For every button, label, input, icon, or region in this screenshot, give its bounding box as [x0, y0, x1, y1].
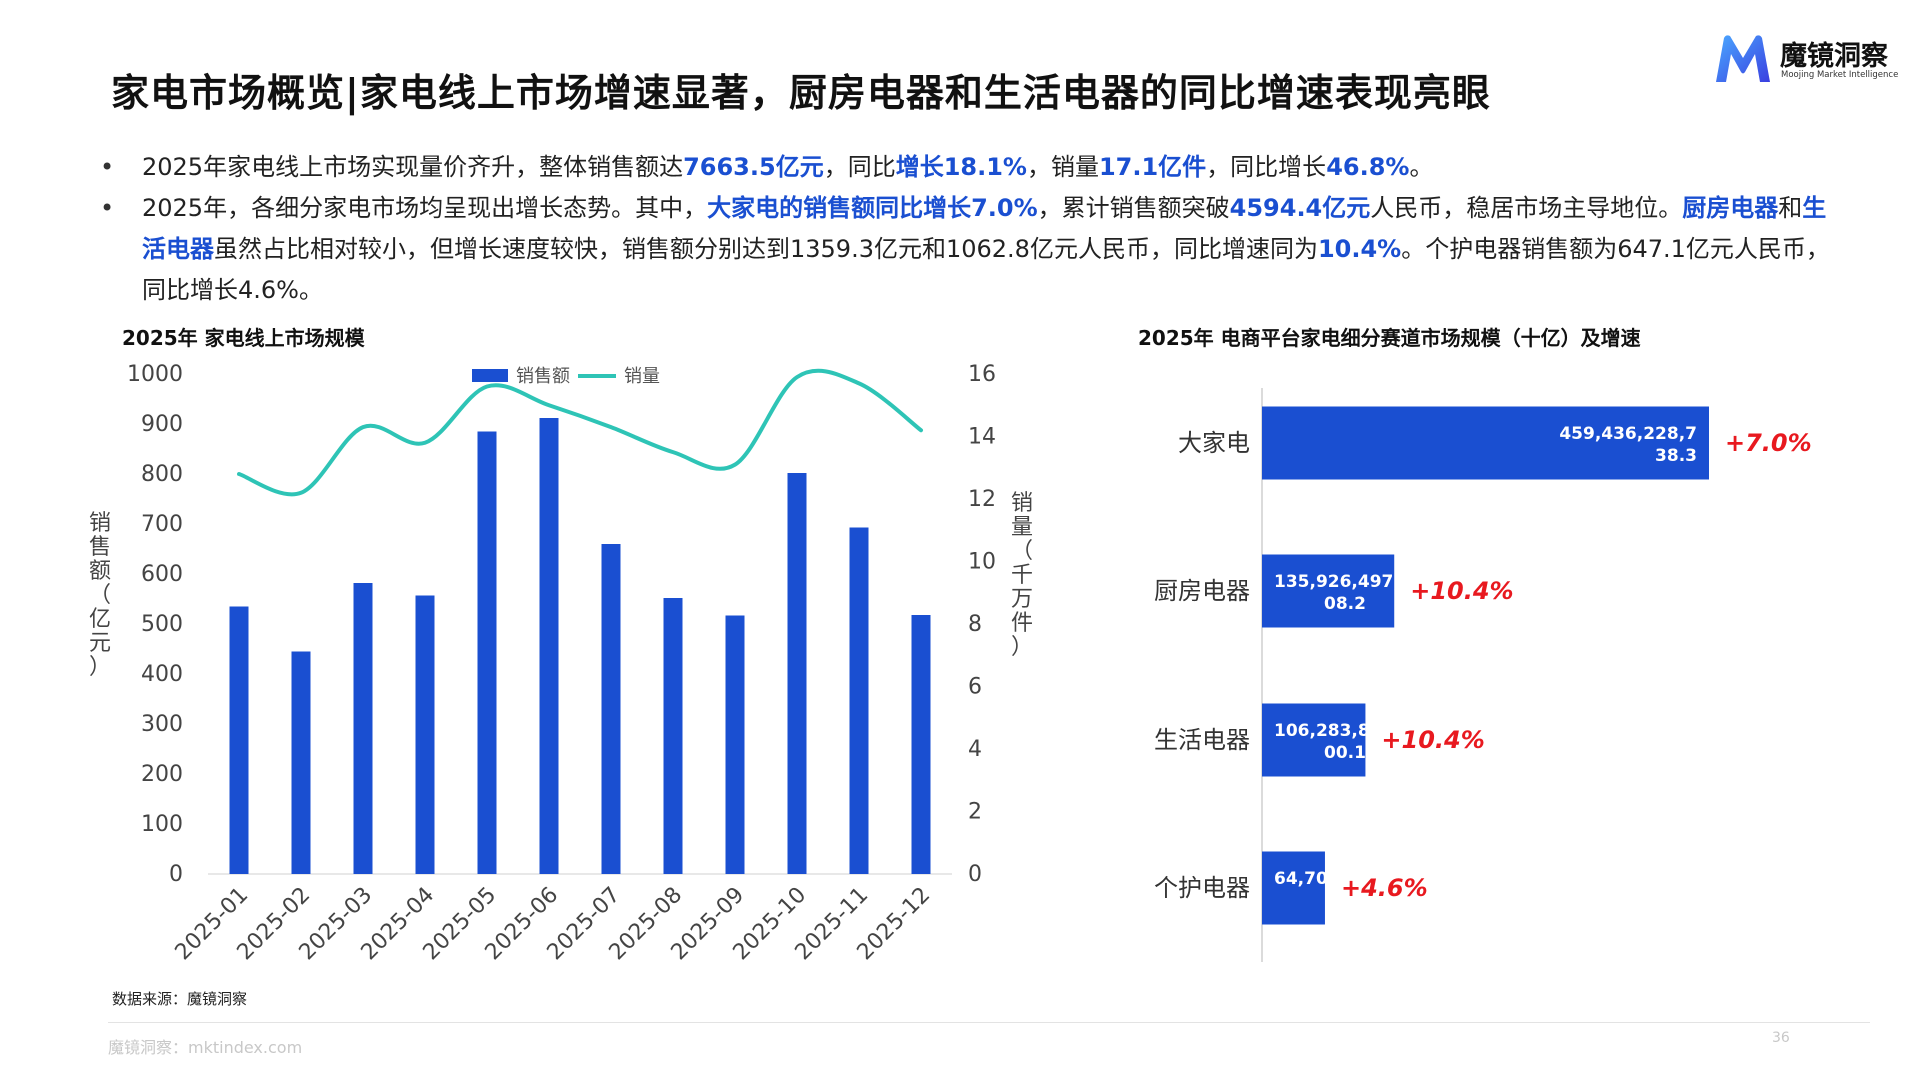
growth-label: +7.0% [1725, 429, 1812, 457]
sales-bar [477, 431, 497, 874]
y2-tick-label: 2 [968, 800, 982, 825]
page-title: 家电市场概览|家电线上市场增速显著，厨房电器和生活电器的同比增速表现亮眼 [111, 71, 1491, 115]
bullet-text: 。个护电器销售额为647.1亿元人民币，同比增长4.6%。 [142, 235, 1830, 304]
sales-bar [601, 544, 621, 874]
bullet-highlight: 增长18.1% [895, 153, 1027, 181]
y-axis-title: 销售额（亿元） [89, 511, 111, 680]
bullet-text: ，累计销售额突破 [1037, 194, 1230, 222]
y2-tick-label: 12 [968, 487, 996, 512]
y-tick-label: 500 [141, 612, 183, 637]
data-label: 64,70 [1274, 869, 1328, 889]
data-label: 135,926,497, 08.2 [1274, 572, 1400, 614]
growth-label: +4.6% [1341, 874, 1428, 902]
logo-text-en: Moojing Market Intelligence [1781, 70, 1899, 80]
y-tick-label: 1000 [127, 362, 183, 387]
sales-bar [353, 583, 373, 874]
bullet-text: 。 [1409, 153, 1434, 181]
y2-tick-label: 14 [968, 425, 996, 450]
bullet-highlight: 7663.5亿元 [683, 153, 824, 181]
bullet-dot: • [100, 153, 115, 181]
bullet-text: 虽然占比相对较小，但增长速度较快，销售额分别达到1359.3亿元和1062.8亿… [214, 235, 1318, 263]
bullet-text: 和 [1778, 194, 1803, 222]
segment-bar [1262, 554, 1395, 628]
legend-swatch-sales [472, 369, 508, 382]
y2-tick-label: 0 [968, 862, 982, 887]
bullet-highlight: 17.1亿件 [1098, 153, 1207, 181]
footer-site: 魔镜洞察：mktindex.com [108, 1038, 303, 1057]
volume-line [237, 368, 923, 497]
bullet-text: ，同比 [823, 153, 896, 181]
summary-bullets: • 2025年家电线上市场实现量价齐升，整体销售额达7663.5亿元，同比增长1… [100, 147, 1840, 311]
bullet-highlight: 厨房电器 [1682, 194, 1779, 222]
y-tick-label: 800 [141, 462, 183, 487]
bullet-text: ，同比增长 [1206, 153, 1327, 181]
logo-m-icon [1716, 35, 1770, 82]
sales-bar [725, 615, 745, 874]
y-tick-label: 400 [141, 662, 183, 687]
bullet-text: 2025年，各细分家电市场均呈现出增长态势。其中， [142, 194, 708, 222]
legend-label-sales: 销售额 [516, 366, 570, 387]
growth-label: +10.4% [1381, 726, 1484, 754]
growth-label: +10.4% [1410, 577, 1513, 605]
y-tick-label: 300 [141, 712, 183, 737]
footer-divider [108, 1022, 1870, 1023]
bullet-text: ，销量 [1026, 153, 1099, 181]
bullet-1: • 2025年家电线上市场实现量价齐升，整体销售额达7663.5亿元，同比增长1… [100, 147, 1840, 188]
bullet-highlight: 生活电器 [142, 194, 1827, 263]
sales-bar [415, 595, 435, 874]
y-tick-label: 900 [141, 412, 183, 437]
sales-bar [291, 651, 311, 874]
chart-title-market-size: 2025年 家电线上市场规模 [122, 326, 365, 350]
category-label: 生活电器 [1154, 726, 1250, 754]
bullet-highlight: 大家电的销售额同比增长7.0% [707, 194, 1038, 222]
segment-chart: 大家电 459,436,228,7 38.3 +7.0% 厨房电器 135,926,497… [1154, 388, 1812, 962]
bullet-2: • 2025年，各细分家电市场均呈现出增长态势。其中，大家电的销售额同比增长7.… [100, 188, 1840, 311]
bullet-dot: • [100, 194, 115, 222]
logo-text-cn: 魔镜洞察 [1780, 41, 1888, 72]
category-label: 厨房电器 [1154, 577, 1250, 605]
y2-tick-label: 4 [968, 737, 982, 762]
segment-bar [1262, 406, 1709, 480]
data-source: 数据来源：魔镜洞察 [112, 990, 248, 1008]
y2-axis-title: 销量（千万件） [1011, 491, 1033, 660]
sales-bar [911, 615, 931, 874]
sales-bar [787, 473, 807, 874]
segment-bar [1262, 851, 1325, 925]
sales-bar [663, 598, 683, 874]
y-tick-label: 200 [141, 762, 183, 787]
bullet-highlight: 4594.4亿元 [1229, 194, 1371, 222]
bullet-highlight: 10.4% [1317, 235, 1402, 263]
y-tick-label: 100 [141, 812, 183, 837]
category-label: 个护电器 [1154, 874, 1250, 902]
bullet-highlight: 46.8% [1326, 153, 1410, 181]
segment-bar [1262, 703, 1366, 777]
y2-tick-label: 10 [968, 550, 996, 575]
brand-logo: 魔镜洞察 Moojing Market Intelligence [1712, 28, 1899, 90]
category-label: 大家电 [1178, 429, 1250, 457]
sales-bar [539, 418, 559, 874]
y2-tick-label: 6 [968, 675, 982, 700]
y-tick-label: 600 [141, 562, 183, 587]
y2-tick-label: 16 [968, 362, 996, 387]
legend-label-volume: 销量 [624, 366, 660, 387]
market-size-chart: 0 100 200 300 400 500 600 700 800 900 1000 0 2 4 6 8 10 1… [89, 362, 1033, 965]
sales-bar [849, 527, 869, 874]
sales-bar [229, 606, 249, 874]
page-number: 36 [1772, 1030, 1790, 1046]
y2-tick-label: 8 [968, 612, 982, 637]
bullet-text: 人民币，稳居市场主导地位。 [1370, 194, 1683, 222]
data-label: 106,283,8 00.1 [1274, 721, 1370, 763]
y-tick-label: 0 [169, 862, 183, 887]
bullet-text: 2025年家电线上市场实现量价齐升，整体销售额达 [142, 153, 684, 181]
y-tick-label: 700 [141, 512, 183, 537]
data-label: 459,436,228,7 38.3 [1559, 424, 1697, 466]
chart-title-segments: 2025年 电商平台家电细分赛道市场规模（十亿）及增速 [1138, 326, 1641, 350]
